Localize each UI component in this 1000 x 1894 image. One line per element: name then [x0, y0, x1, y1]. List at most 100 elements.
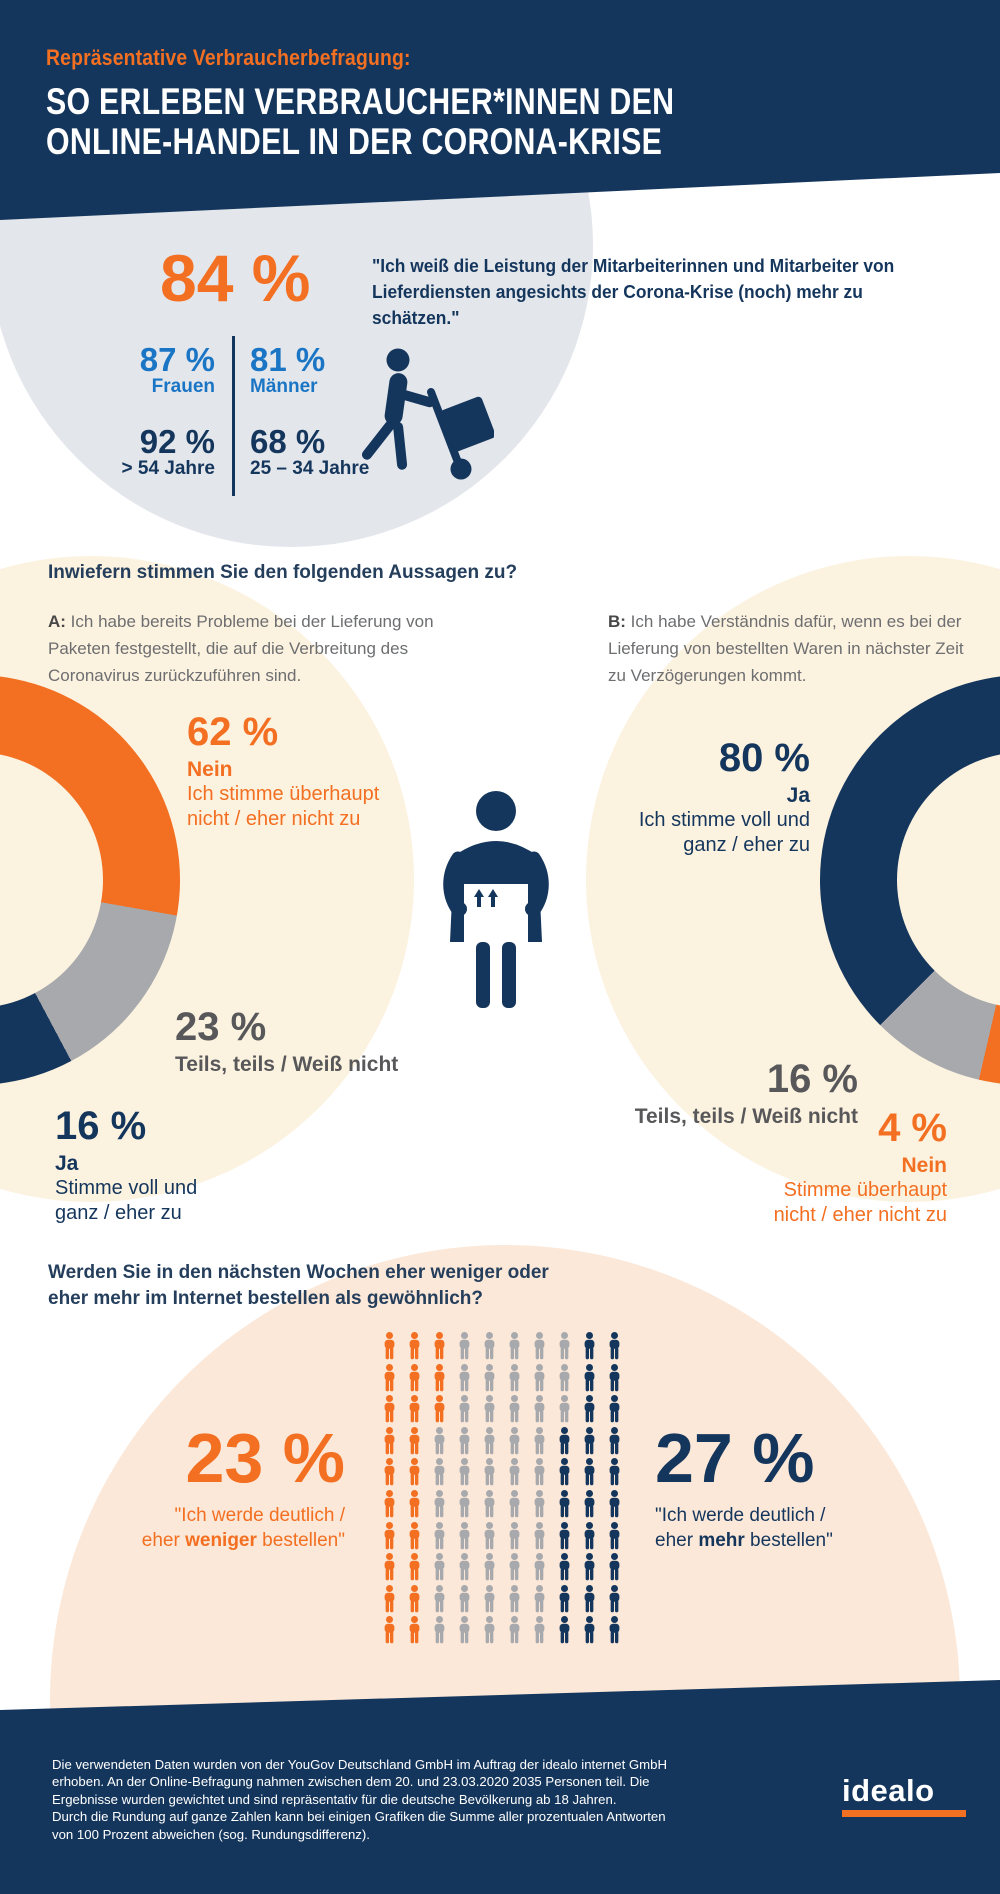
person-pictogram-icon [531, 1395, 548, 1423]
person-pictogram-icon [381, 1522, 398, 1550]
person-pictogram-icon [606, 1458, 623, 1486]
person-pictogram-icon [406, 1332, 423, 1360]
donut-b-label-nein: 4 % Nein Stimme überhaupt nicht / eher n… [774, 1106, 947, 1228]
person-pictogram-icon [381, 1364, 398, 1392]
hero-quote-line1: "Ich weiß die Leistung der Mitarbeiterin… [372, 255, 895, 276]
donut-b-teils-answer: Teils, teils / Weiß nicht [634, 1105, 858, 1128]
donut-a-nein-value: 62 % [187, 710, 279, 754]
stat-frauen-value: 87 % [139, 341, 215, 378]
person-pictogram-icon [381, 1490, 398, 1518]
donut-a-ja-detail1: Stimme voll und [55, 1177, 198, 1199]
person-pictogram-icon [581, 1427, 598, 1455]
donut-b-ja-value: 80 % [718, 736, 810, 780]
donut-a-nein-detail2: nicht / eher nicht zu [187, 808, 361, 830]
person-pictogram-icon [481, 1585, 498, 1613]
person-pictogram-icon [456, 1427, 473, 1455]
person-pictogram-icon [431, 1364, 448, 1392]
person-pictogram-icon [381, 1553, 398, 1581]
stat-ueber54: 92 % > 54 Jahre [95, 423, 216, 480]
person-pictogram-icon [531, 1616, 548, 1644]
stat-25-34-value: 68 % [250, 423, 326, 460]
person-pictogram-icon [581, 1585, 598, 1613]
stat-25-34-label: 25 – 34 Jahre [250, 458, 370, 479]
idealo-logo-underline [842, 1810, 966, 1817]
person-pictogram-icon [456, 1522, 473, 1550]
less-block: 23 % "Ich werde deutlich / eher weniger … [60, 1422, 345, 1553]
person-pictogram-icon [506, 1490, 523, 1518]
person-pictogram-icon [556, 1427, 573, 1455]
stat-maenner: 81 % Männer [250, 343, 400, 398]
person-pictogram-icon [381, 1332, 398, 1360]
person-pictogram-icon [606, 1522, 623, 1550]
more-value: 27 % [655, 1419, 815, 1497]
less-value: 23 % [185, 1419, 345, 1497]
donut-b-ja-detail2: ganz / eher zu [683, 834, 810, 856]
person-pictogram-icon [506, 1332, 523, 1360]
more-block: 27 % "Ich werde deutlich / eher mehr bes… [655, 1422, 955, 1553]
person-pictogram-icon [481, 1332, 498, 1360]
footer-line2: erhoben. An der Online-Befragung nahmen … [52, 1774, 650, 1790]
person-pictogram-icon [456, 1616, 473, 1644]
stat-ueber54-value: 92 % [139, 423, 215, 460]
person-pictogram-icon [456, 1395, 473, 1423]
pictogram-grid [377, 1332, 627, 1648]
person-pictogram-icon [431, 1395, 448, 1423]
person-pictogram-icon [581, 1332, 598, 1360]
donut-b-nein-detail1: Stimme überhaupt [783, 1179, 947, 1201]
future-heading-line2: eher mehr im Internet bestellen als gewö… [48, 1288, 483, 1309]
donut-a-ja-value: 16 % [55, 1104, 147, 1148]
person-with-package-icon [443, 791, 549, 1008]
person-pictogram-icon [456, 1458, 473, 1486]
person-pictogram-icon [481, 1427, 498, 1455]
donut-b-label-teils: 16 % Teils, teils / Weiß nicht [635, 1057, 858, 1129]
donut-a-ja-detail2: ganz / eher zu [55, 1202, 182, 1224]
person-pictogram-icon [556, 1458, 573, 1486]
person-pictogram-icon [606, 1395, 623, 1423]
person-pictogram-icon [381, 1458, 398, 1486]
person-pictogram-icon [456, 1364, 473, 1392]
person-pictogram-icon [481, 1522, 498, 1550]
person-pictogram-icon [456, 1553, 473, 1581]
person-pictogram-icon [431, 1490, 448, 1518]
hero-quote: "Ich weiß die Leistung der Mitarbeiterin… [372, 253, 945, 331]
person-pictogram-icon [581, 1458, 598, 1486]
person-pictogram-icon [506, 1364, 523, 1392]
donut-a-teils-value: 23 % [175, 1005, 267, 1049]
kicker: Repräsentative Verbraucherbefragung: [46, 45, 411, 70]
donut-a-nein-detail1: Ich stimme überhaupt [187, 783, 380, 805]
page-title-line2: ONLINE-HANDEL IN DER CORONA-KRISE [46, 121, 663, 162]
person-pictogram-icon [406, 1490, 423, 1518]
statement-a-text: Ich habe bereits Probleme bei der Liefer… [48, 612, 434, 685]
person-pictogram-icon [556, 1395, 573, 1423]
donut-a-label-teils: 23 % Teils, teils / Weiß nicht [175, 1005, 398, 1077]
person-pictogram-icon [506, 1395, 523, 1423]
person-pictogram-icon [606, 1585, 623, 1613]
person-pictogram-icon [606, 1490, 623, 1518]
person-pictogram-icon [431, 1553, 448, 1581]
person-pictogram-icon [556, 1490, 573, 1518]
person-pictogram-icon [381, 1395, 398, 1423]
stat-25-34: 68 % 25 – 34 Jahre [250, 423, 400, 480]
page-title: SO ERLEBEN VERBRAUCHER*INNEN DEN ONLINE-… [46, 82, 674, 162]
donut-b-nein-detail2: nicht / eher nicht zu [773, 1204, 947, 1226]
person-pictogram-icon [581, 1364, 598, 1392]
person-pictogram-icon [606, 1616, 623, 1644]
person-pictogram-icon [456, 1332, 473, 1360]
donut-b-label-ja: 80 % Ja Ich stimme voll und ganz / eher … [639, 736, 810, 858]
stat-maenner-label: Männer [250, 376, 318, 397]
idealo-logo-text: idealo [842, 1773, 935, 1808]
hero-quote-line2: Lieferdiensten angesichts der Corona-Kri… [372, 281, 863, 328]
person-pictogram-icon [606, 1332, 623, 1360]
agreement-heading: Inwiefern stimmen Sie den folgenden Auss… [48, 562, 518, 583]
statement-b-label: B: [608, 612, 626, 631]
person-pictogram-icon [506, 1522, 523, 1550]
person-pictogram-icon [456, 1490, 473, 1518]
person-pictogram-icon [406, 1553, 423, 1581]
person-pictogram-icon [531, 1585, 548, 1613]
person-pictogram-icon [506, 1427, 523, 1455]
footer-line3: Ergebnisse wurden gewichtet und sind rep… [52, 1791, 617, 1807]
person-pictogram-icon [581, 1553, 598, 1581]
header-band: Repräsentative Verbraucherbefragung: SO … [0, 0, 1000, 220]
person-pictogram-icon [431, 1522, 448, 1550]
